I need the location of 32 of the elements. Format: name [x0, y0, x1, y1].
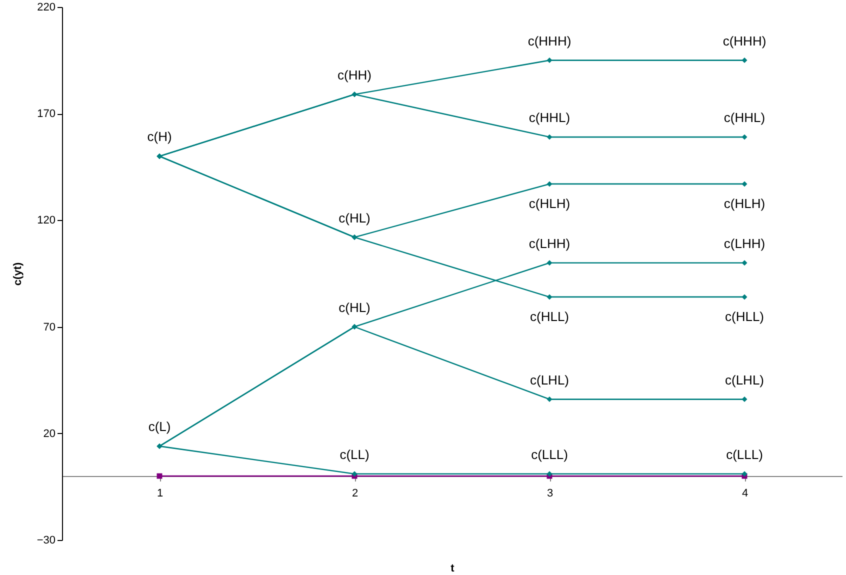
annotation: c(HHH)	[528, 33, 572, 48]
annotation: c(HLH)	[528, 196, 570, 211]
y-tick-label: 70	[43, 321, 56, 334]
annotation: c(LHL)	[530, 372, 570, 388]
annotation: c(LLL)	[531, 446, 568, 462]
x-tick-label: 1	[156, 488, 164, 500]
annotation: c(H)	[147, 129, 172, 144]
y-tick-label: 170	[37, 108, 56, 120]
y-tick-label: 120	[37, 214, 56, 227]
annotation: c(HLH)	[724, 196, 766, 211]
annotation: c(LLL)	[726, 446, 763, 462]
annotation: c(HHL)	[528, 110, 570, 126]
y-tick-label: 220	[37, 2, 56, 14]
y-tick-label: −30	[36, 534, 56, 546]
annotation: c(HL)	[338, 300, 370, 315]
y-tick-label: 20	[43, 428, 56, 440]
annotation: c(HHH)	[722, 33, 766, 48]
annotation: c(L)	[148, 419, 171, 434]
annotation: c(HLL)	[724, 308, 764, 324]
x-tick-label: 4	[742, 488, 748, 500]
annotation: c(HHL)	[724, 110, 766, 126]
x-axis-title: t	[450, 562, 455, 574]
x-tick-label: 3	[546, 488, 554, 500]
x-tick-label: 2	[352, 488, 358, 500]
annotation: c(LHH)	[724, 236, 766, 251]
annotation: c(LL)	[340, 446, 370, 462]
annotation: c(HH)	[338, 67, 372, 82]
annotation: c(HL)	[338, 210, 370, 226]
y-axis-title: c(yt)	[12, 262, 24, 286]
annotation: c(LHL)	[724, 372, 764, 388]
annotation: c(HLL)	[530, 308, 570, 324]
annotation: c(LHH)	[528, 236, 570, 251]
